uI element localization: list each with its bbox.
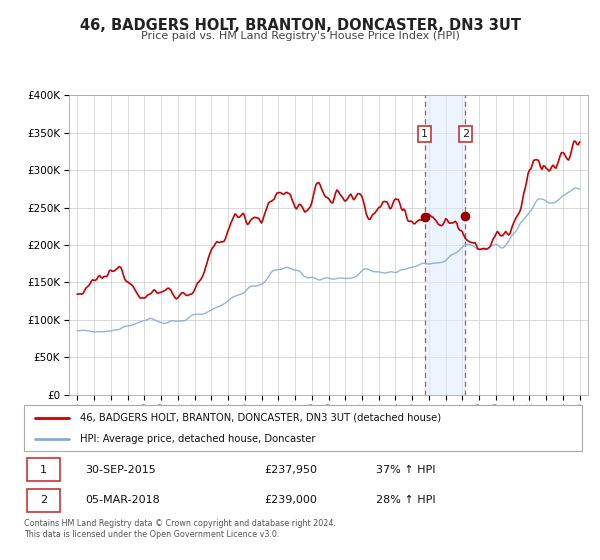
Text: Price paid vs. HM Land Registry's House Price Index (HPI): Price paid vs. HM Land Registry's House … — [140, 31, 460, 41]
Text: 2: 2 — [462, 129, 469, 139]
FancyBboxPatch shape — [27, 488, 60, 512]
Text: HPI: Average price, detached house, Doncaster: HPI: Average price, detached house, Donc… — [80, 435, 316, 444]
Text: £239,000: £239,000 — [264, 495, 317, 505]
FancyBboxPatch shape — [24, 405, 582, 451]
Text: 1: 1 — [421, 129, 428, 139]
Bar — [425, 95, 465, 395]
FancyBboxPatch shape — [27, 458, 60, 482]
Text: 2: 2 — [40, 495, 47, 505]
Text: £237,950: £237,950 — [264, 465, 317, 475]
Text: Contains HM Land Registry data © Crown copyright and database right 2024.: Contains HM Land Registry data © Crown c… — [24, 519, 336, 528]
Text: 28% ↑ HPI: 28% ↑ HPI — [376, 495, 435, 505]
Text: 1: 1 — [40, 465, 47, 475]
Text: 37% ↑ HPI: 37% ↑ HPI — [376, 465, 435, 475]
Text: 30-SEP-2015: 30-SEP-2015 — [85, 465, 156, 475]
Text: This data is licensed under the Open Government Licence v3.0.: This data is licensed under the Open Gov… — [24, 530, 280, 539]
Text: 46, BADGERS HOLT, BRANTON, DONCASTER, DN3 3UT: 46, BADGERS HOLT, BRANTON, DONCASTER, DN… — [79, 18, 521, 33]
Text: 46, BADGERS HOLT, BRANTON, DONCASTER, DN3 3UT (detached house): 46, BADGERS HOLT, BRANTON, DONCASTER, DN… — [80, 413, 441, 423]
Text: 05-MAR-2018: 05-MAR-2018 — [85, 495, 160, 505]
